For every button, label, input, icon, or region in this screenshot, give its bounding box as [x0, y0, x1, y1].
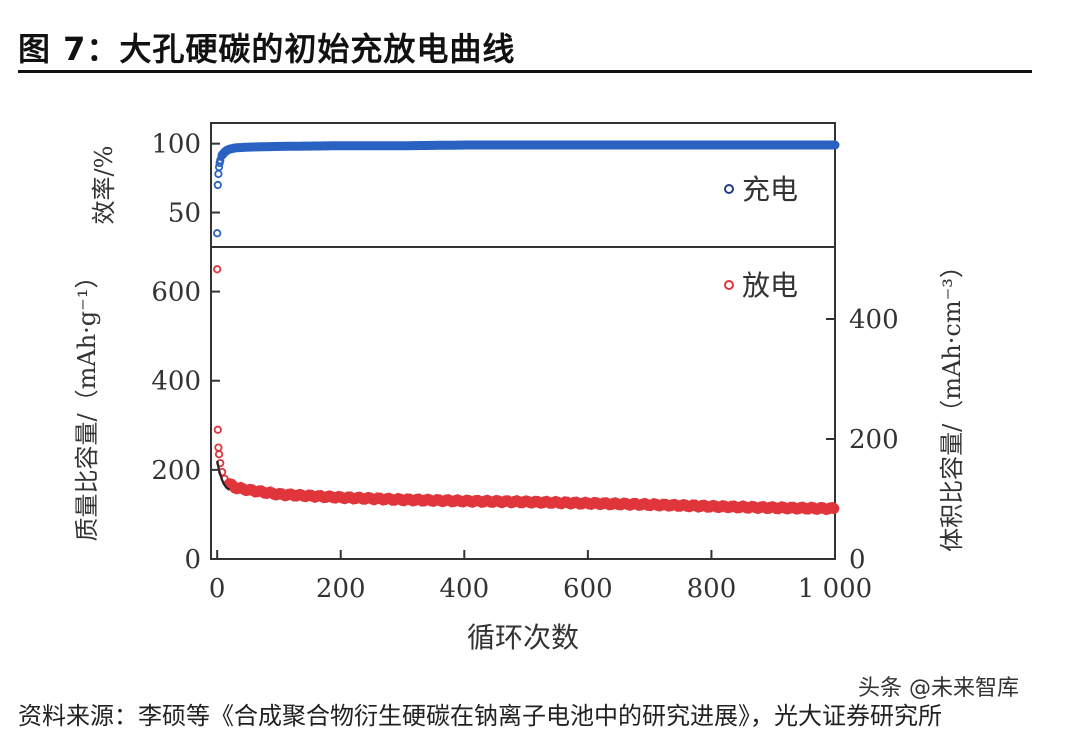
efficiency-point	[830, 140, 840, 150]
efficiency-point	[521, 140, 531, 150]
capacity-y2label: 体积比容量/（mAh·cm⁻³）	[938, 254, 966, 552]
capacity-ylabel: 质量比容量/（mAh·g⁻¹）	[73, 265, 101, 542]
discharge-point	[225, 480, 234, 489]
discharge-point	[336, 493, 345, 502]
discharge-band	[224, 478, 840, 516]
efficiency-ytick-label: 100	[151, 130, 201, 160]
xtick-label: 600	[563, 574, 613, 604]
discharge-point	[214, 443, 223, 452]
efficiency-point	[707, 140, 716, 150]
capacity-ytick-label: 600	[151, 278, 201, 308]
initial-cycle-trace	[216, 460, 231, 491]
discharge-point	[213, 265, 222, 274]
capacity-ytick-label: 200	[151, 456, 201, 486]
legend-charge-marker	[724, 184, 734, 194]
discharge-point	[707, 502, 716, 511]
figure-title: 图 7：大孔硬碳的初始充放电曲线	[18, 30, 516, 68]
watermark: 头条 @未来智库	[858, 676, 1019, 701]
discharge-point	[214, 450, 224, 459]
discharge-point	[231, 483, 240, 492]
title-rule	[18, 70, 1032, 73]
xtick-label: 200	[316, 574, 366, 604]
efficiency-point	[274, 142, 284, 151]
source-note: 资料来源：李硕等《合成聚合物衍生硬碳在钠离子电池中的研究进展》，光大证券研究所	[18, 702, 942, 730]
discharge-point	[274, 490, 284, 499]
efficiency-point	[214, 169, 223, 179]
discharge-point	[460, 496, 469, 506]
discharge-point	[769, 503, 778, 512]
capacity-ytick-label: 400	[151, 367, 201, 397]
capacity-ytick-label: 0	[184, 545, 201, 575]
efficiency-ytick-label: 50	[168, 199, 201, 229]
efficiency-point	[645, 140, 654, 150]
legend-discharge-marker	[724, 280, 734, 290]
efficiency-point	[769, 140, 778, 150]
capacity-y2tick-label: 0	[849, 545, 866, 575]
efficiency-point	[216, 156, 225, 165]
discharge-point	[830, 504, 840, 513]
xtick-label: 0	[209, 574, 226, 604]
xlabel: 循环次数	[467, 621, 579, 654]
discharge-point	[583, 499, 592, 508]
discharge-point	[521, 497, 531, 507]
xtick-label: 1 000	[798, 574, 872, 604]
efficiency-point	[336, 141, 345, 150]
xtick-label: 400	[439, 574, 489, 604]
efficiency-point	[243, 143, 253, 152]
efficiency-ylabel: 效率/%	[90, 146, 118, 225]
efficiency-point	[231, 143, 240, 152]
discharge-point	[213, 425, 222, 434]
legend-discharge-label: 放电	[742, 269, 798, 302]
capacity-panel-frame	[210, 246, 836, 560]
efficiency-point	[398, 141, 407, 150]
discharge-point	[243, 485, 253, 495]
discharge-point	[645, 500, 654, 509]
discharge-point	[398, 495, 407, 504]
efficiency-point	[213, 180, 222, 190]
capacity-y2tick-label: 400	[849, 305, 899, 335]
legend-charge-label: 充电	[742, 173, 798, 206]
efficiency-point	[460, 140, 469, 150]
capacity-y2tick-label: 200	[849, 425, 899, 455]
efficiency-point	[213, 229, 222, 238]
xtick-label: 800	[687, 574, 737, 604]
efficiency-point	[583, 140, 592, 150]
